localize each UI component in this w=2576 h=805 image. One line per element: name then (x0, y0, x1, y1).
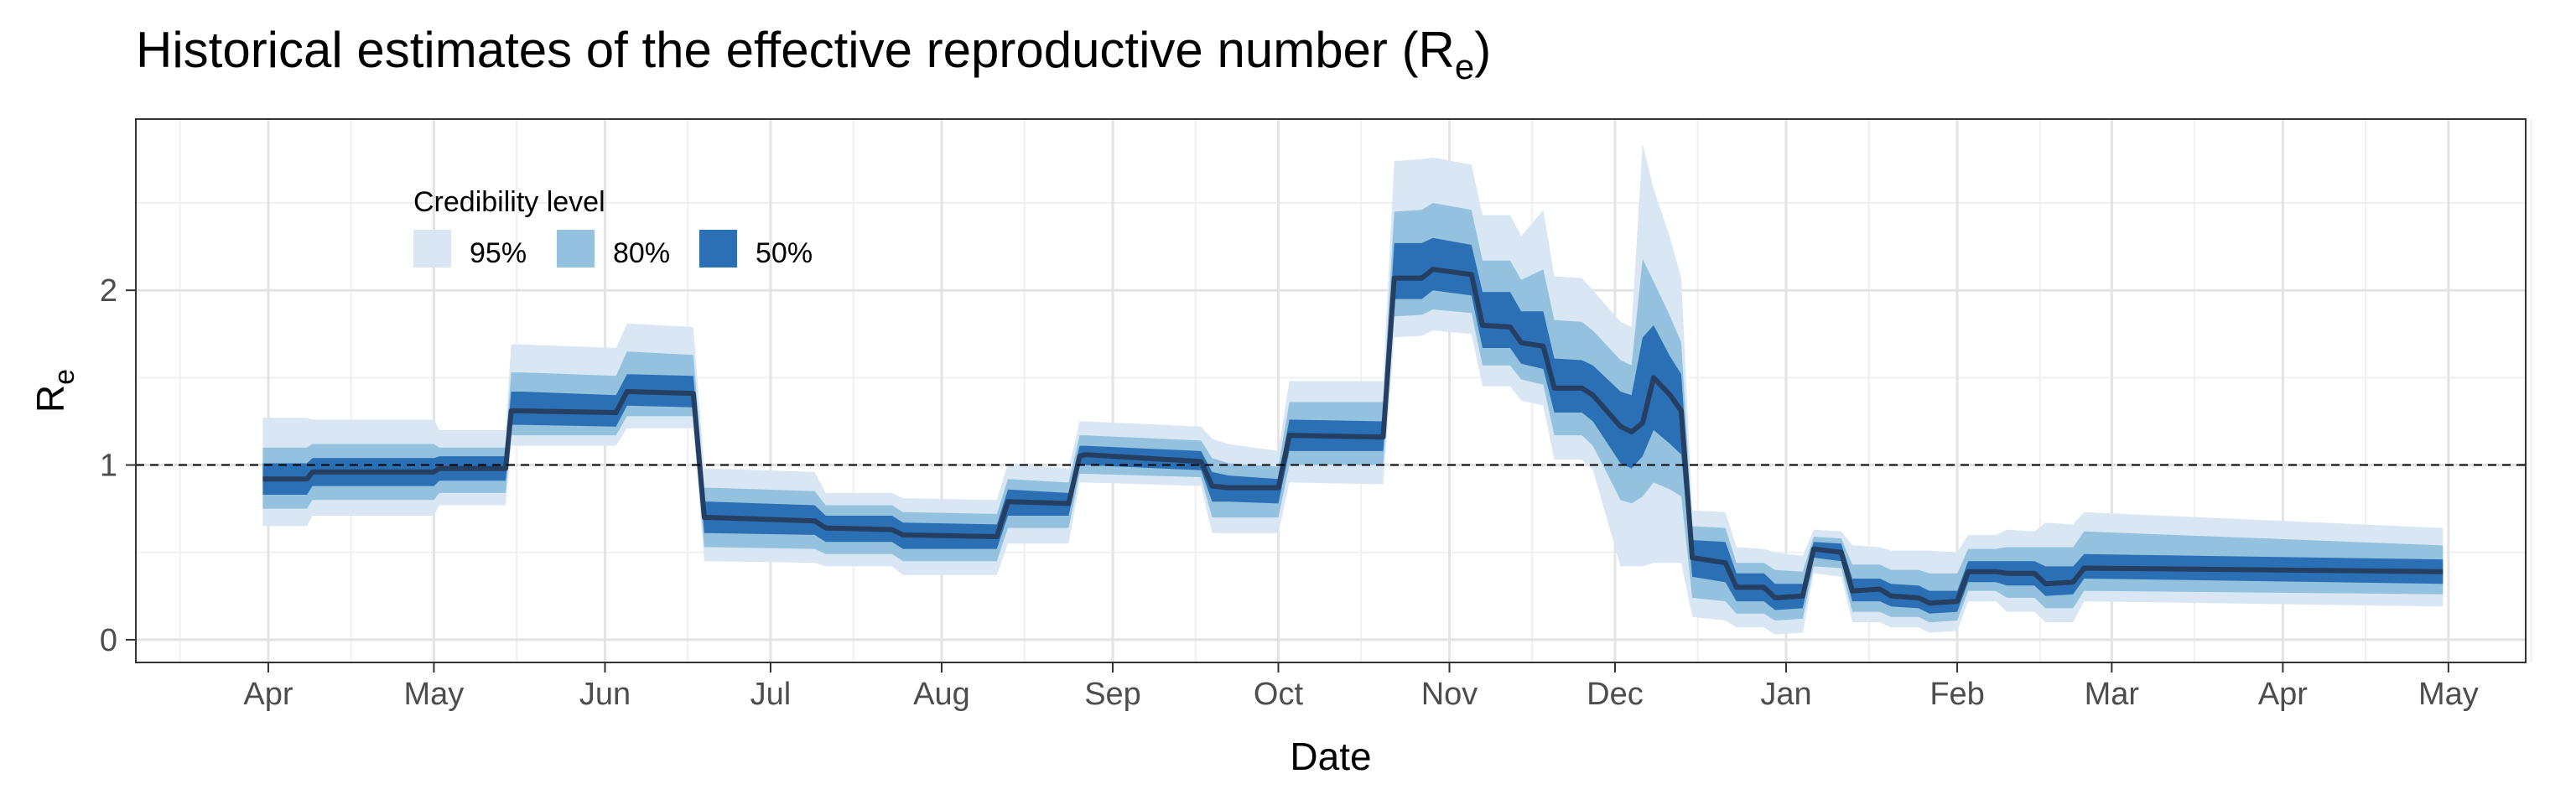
legend-key-0 (413, 230, 451, 267)
y-tick-label-2: 2 (100, 273, 117, 309)
x-tick-label-3: Jul (750, 677, 792, 712)
legend-label-2: 50% (756, 237, 813, 269)
legend-title: Credibility level (413, 186, 605, 218)
x-tick-label-13: May (2418, 677, 2479, 712)
y-axis: 0 1 2 (100, 273, 136, 658)
x-tick-label-9: Jan (1760, 677, 1811, 712)
x-tick-label-6: Oct (1254, 677, 1304, 712)
legend-label-0: 95% (470, 237, 527, 269)
x-tick-label-10: Feb (1929, 677, 1984, 712)
legend-key-1 (557, 230, 595, 267)
x-tick-label-8: Dec (1587, 677, 1644, 712)
x-tick-label-7: Nov (1421, 677, 1478, 712)
x-tick-label-5: Sep (1084, 677, 1141, 712)
y-tick-label-1: 1 (100, 449, 117, 484)
legend-key-2 (699, 230, 737, 267)
x-axis: Apr May Jun Jul Aug Sep Oct Nov Dec Jan Feb Mar Apr M… (243, 662, 2479, 712)
x-tick-label-11: Mar (2085, 677, 2140, 712)
legend: Credibility level 95% 80% 50% (413, 186, 813, 269)
legend-label-1: 80% (613, 237, 670, 269)
x-tick-label-2: Jun (579, 677, 631, 712)
y-axis-title: Re (29, 369, 80, 413)
x-tick-label-1: May (404, 677, 465, 712)
chart-title: Historical estimates of the effective re… (136, 22, 1491, 86)
x-tick-label-12: Apr (2258, 677, 2308, 712)
x-tick-label-0: Apr (243, 677, 293, 712)
x-axis-title: Date (1290, 735, 1371, 778)
plot-border (135, 118, 2527, 663)
plot-area: Credibility level 95% 80% 50% (135, 118, 2532, 663)
x-tick-label-4: Aug (913, 677, 970, 712)
median-line (262, 267, 2444, 606)
y-tick-label-0: 0 (100, 623, 117, 658)
